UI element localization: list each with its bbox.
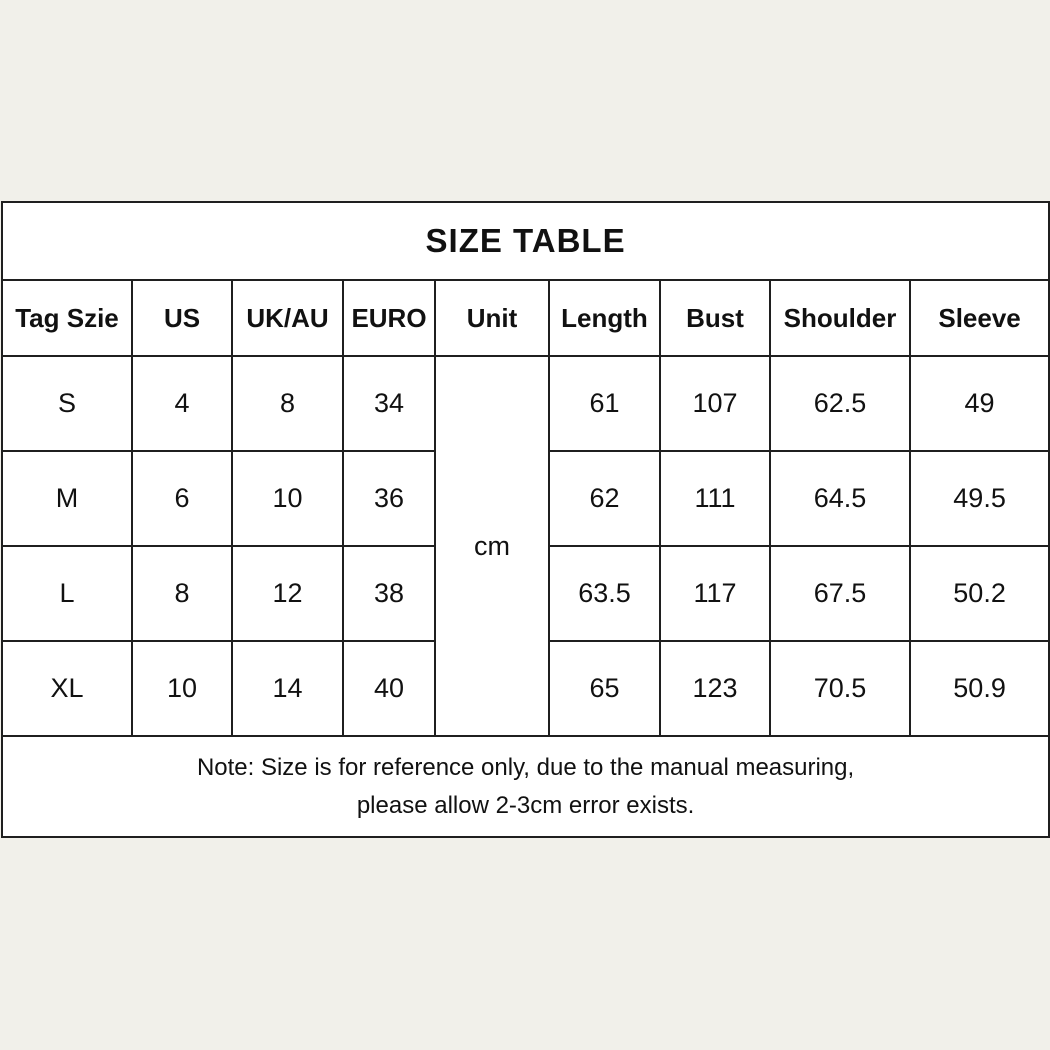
cell-euro: 40 <box>342 640 436 737</box>
cell-us: 6 <box>131 450 233 547</box>
cell-tag: L <box>1 545 133 642</box>
unit-value-cell: cm <box>434 355 550 737</box>
cell-uk-au: 8 <box>231 355 344 452</box>
cell-sleeve: 50.2 <box>908 545 1050 642</box>
cell-bust: 123 <box>659 640 771 737</box>
table-row-s: S 4 8 34 cm 61 107 62.5 49 <box>1 355 1050 737</box>
note-line-2: please allow 2-3cm error exists. <box>356 791 695 819</box>
col-header-euro: EURO <box>342 279 436 357</box>
cell-shoulder: 62.5 <box>769 355 911 452</box>
cell-shoulder: 64.5 <box>769 450 911 547</box>
cell-uk-au: 12 <box>231 545 344 642</box>
col-header-tag-size: Tag Szie <box>1 279 133 357</box>
cell-length: 65 <box>548 640 661 737</box>
cell-shoulder: 70.5 <box>769 640 911 737</box>
cell-tag: M <box>1 450 133 547</box>
cell-shoulder: 67.5 <box>769 545 911 642</box>
cell-bust: 117 <box>659 545 771 642</box>
table-header-row: Tag Szie US UK/AU EURO Unit Length Bust … <box>1 279 1050 357</box>
col-header-shoulder: Shoulder <box>769 279 911 357</box>
cell-us: 10 <box>131 640 233 737</box>
cell-bust: 111 <box>659 450 771 547</box>
cell-euro: 34 <box>342 355 436 452</box>
table-row-l: L 8 12 38 63.5 117 67.5 50.2 <box>1 545 1050 642</box>
cell-bust: 107 <box>659 355 771 452</box>
title-row: SIZE TABLE <box>0 201 1050 281</box>
cell-uk-au: 14 <box>231 640 344 737</box>
col-header-bust: Bust <box>659 279 771 357</box>
col-header-uk-au: UK/AU <box>231 279 344 357</box>
cell-tag: XL <box>1 640 133 737</box>
cell-sleeve: 49.5 <box>908 450 1050 547</box>
table-row-xl: XL 10 14 40 65 123 70.5 50.9 <box>1 640 1050 737</box>
note-line-1: Note: Size is for reference only, due to… <box>196 754 855 782</box>
cell-uk-au: 10 <box>231 450 344 547</box>
cell-us: 4 <box>131 355 233 452</box>
page-title: SIZE TABLE <box>0 201 1050 281</box>
cell-sleeve: 50.9 <box>908 640 1050 737</box>
cell-length: 62 <box>548 450 661 547</box>
note: Note: Size is for reference only, due to… <box>0 735 1050 838</box>
col-header-sleeve: Sleeve <box>908 279 1050 357</box>
cell-sleeve: 49 <box>908 355 1050 452</box>
cell-euro: 38 <box>342 545 436 642</box>
cell-tag: S <box>1 355 133 452</box>
cell-euro: 36 <box>342 450 436 547</box>
cell-length: 61 <box>548 355 661 452</box>
col-header-length: Length <box>548 279 661 357</box>
table-row-m: M 6 10 36 62 111 64.5 49.5 <box>1 450 1050 547</box>
size-table: SIZE TABLE Tag Szie US UK/AU EURO Unit L… <box>0 201 1050 838</box>
col-header-us: US <box>131 279 233 357</box>
col-header-unit: Unit <box>434 279 550 357</box>
cell-length: 63.5 <box>548 545 661 642</box>
cell-us: 8 <box>131 545 233 642</box>
note-row: Note: Size is for reference only, due to… <box>0 735 1050 838</box>
